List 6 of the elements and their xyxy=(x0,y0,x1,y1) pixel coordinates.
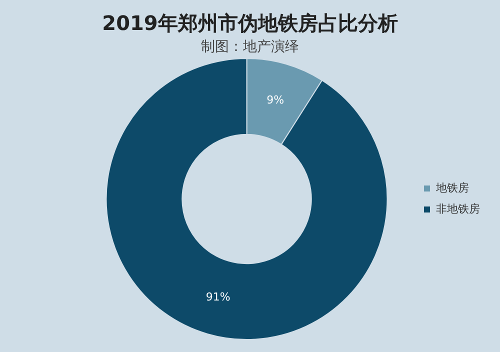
data-label: 9% xyxy=(266,93,284,106)
data-label: 91% xyxy=(206,290,230,304)
chart-subtitle: 制图：地产演绎 xyxy=(200,38,300,57)
chart-title: 2019年郑州市伪地铁房占比分析 xyxy=(101,10,399,36)
legend-label: 非地铁房 xyxy=(436,202,480,216)
legend-label: 地铁房 xyxy=(435,181,469,194)
